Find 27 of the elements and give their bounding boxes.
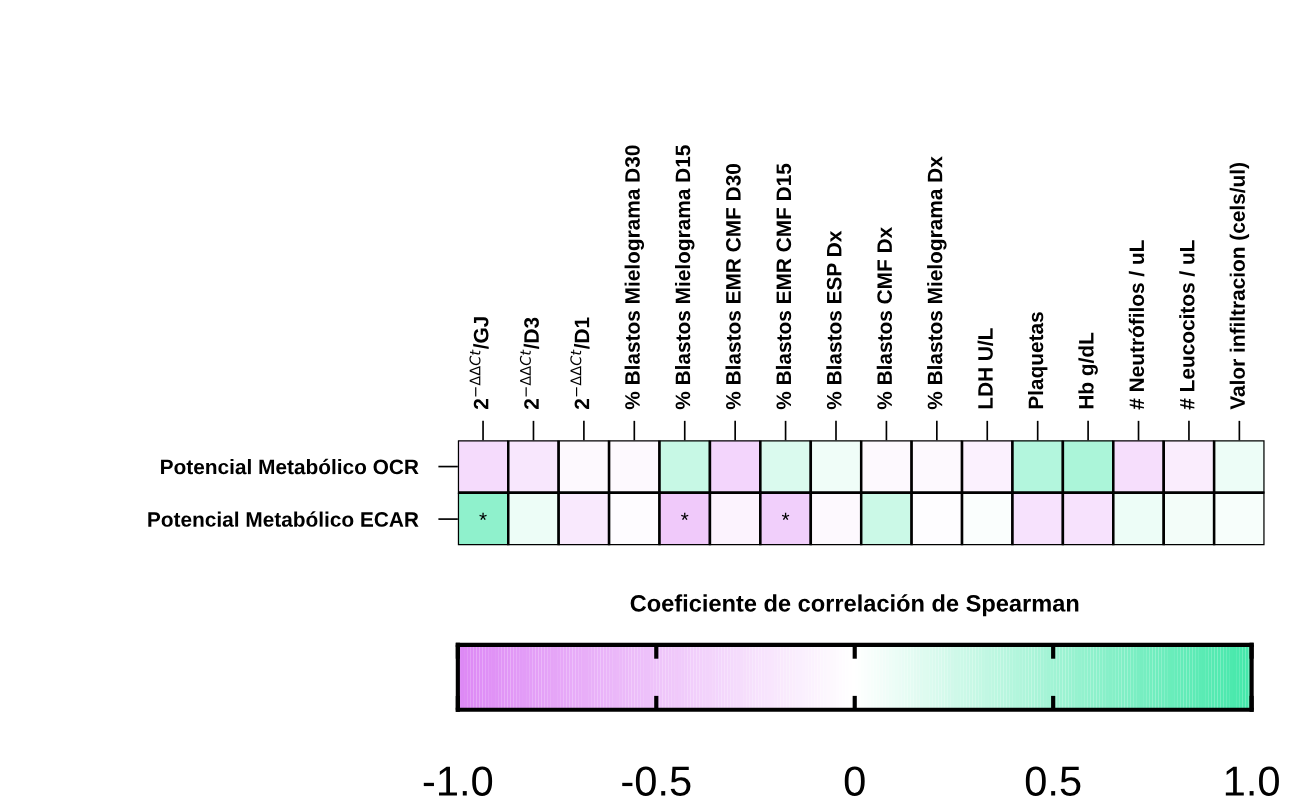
x-tick-label: % Blastos EMR CMF D15 (775, 163, 792, 410)
x-tick-label: Plaquetas (1027, 312, 1048, 409)
x-tick-label: 2$^{−ΔΔCt}$/D3 (519, 317, 540, 410)
x-tick-label: % Blastos Mielograma Dx (927, 156, 947, 410)
x-tick-label: Valor infiltracion (cels/ul) (1229, 163, 1250, 410)
x-tick-label: # Neutrófilos / uL (1128, 240, 1145, 410)
color-bar-label: 0.5 (1025, 766, 1081, 796)
x-tick-label: % Blastos Mielograma D15 (674, 145, 695, 410)
color-bar-title: Coeficiente de correlación de Spearman (630, 594, 1079, 617)
color-bar-label: 1.0 (1225, 766, 1279, 796)
color-bar-label: -1.0 (423, 766, 493, 796)
x-tick-label: % Blastos ESP Dx (826, 230, 842, 410)
y-tick-label: Potencial Metabólico ECAR (148, 511, 419, 527)
x-tick-label: % Blastos CMF Dx (876, 226, 893, 410)
y-tick-label: Potencial Metabólico OCR (161, 458, 419, 475)
data-label: * (781, 512, 790, 521)
x-tick-label: % Blastos Mielograma D30 (624, 145, 645, 410)
x-tick-label: Hb g/dL (1078, 332, 1098, 409)
x-tick-label: 2$^{−ΔΔCt}$/GJ (469, 317, 489, 410)
data-label: * (479, 512, 487, 521)
color-bar-label: -0.5 (622, 766, 691, 796)
data-label: * (681, 512, 689, 521)
color-bar-label: 0 (844, 766, 865, 796)
x-tick-label: 2$^{−ΔΔCt}$/D1 (570, 317, 590, 410)
x-tick-label: # Leucocitos / uL (1179, 240, 1195, 410)
x-tick-label: % Blastos EMR CMF D30 (725, 164, 741, 410)
x-tick-label: LDH U/L (977, 328, 994, 409)
